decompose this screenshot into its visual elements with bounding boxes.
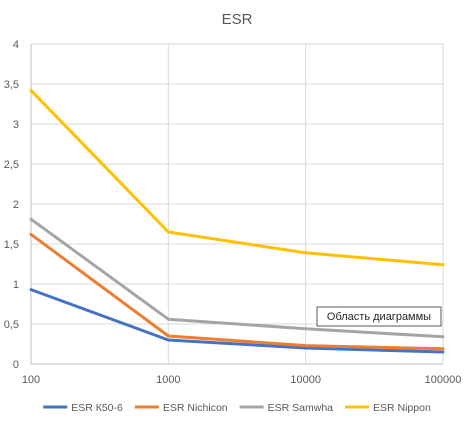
legend-item[interactable]: ESR Nippon: [345, 402, 431, 414]
tooltip-text: Область диаграммы: [327, 311, 431, 323]
legend: ESR К50-6 ESR Nichicon ESR Samwha ESR Nippo…: [43, 402, 431, 414]
y-tick-label: 0: [13, 359, 19, 371]
legend-label: ESR Nippon: [373, 402, 431, 414]
y-tick-label: 4: [13, 39, 19, 51]
series-lines: [29, 88, 445, 354]
chart-title: ESR: [222, 11, 253, 28]
legend-label: ESR Samwha: [268, 402, 334, 414]
series-line[interactable]: [29, 232, 445, 351]
series-line[interactable]: [29, 217, 445, 339]
y-tick-label: 1: [13, 279, 19, 291]
legend-label: ESR К50-6: [71, 402, 123, 414]
y-tick-label: 2,5: [4, 159, 19, 171]
legend-item[interactable]: ESR К50-6: [43, 402, 123, 414]
y-tick-label: 2: [13, 199, 19, 211]
series-line[interactable]: [29, 288, 445, 354]
axes: 0 0,5 1 1,5 2 2,5 3 3,5 4 100 1000 10000 100000: [4, 39, 462, 386]
legend-item[interactable]: ESR Nichicon: [134, 402, 228, 414]
x-tick-label: 100000: [425, 374, 462, 386]
y-tick-label: 0,5: [4, 319, 19, 331]
y-tick-label: 3: [13, 119, 19, 131]
series-line[interactable]: [29, 88, 445, 267]
x-tick-label: 10000: [290, 374, 321, 386]
legend-item[interactable]: ESR Samwha: [239, 402, 334, 414]
x-tick-label: 100: [22, 374, 40, 386]
legend-label: ESR Nichicon: [163, 402, 228, 414]
chart-area-tooltip: Область диаграммы: [316, 306, 442, 327]
y-tick-label: 3,5: [4, 79, 19, 91]
y-tick-label: 1,5: [4, 239, 19, 251]
tooltip-box: [316, 306, 442, 327]
x-tick-label: 1000: [156, 374, 180, 386]
